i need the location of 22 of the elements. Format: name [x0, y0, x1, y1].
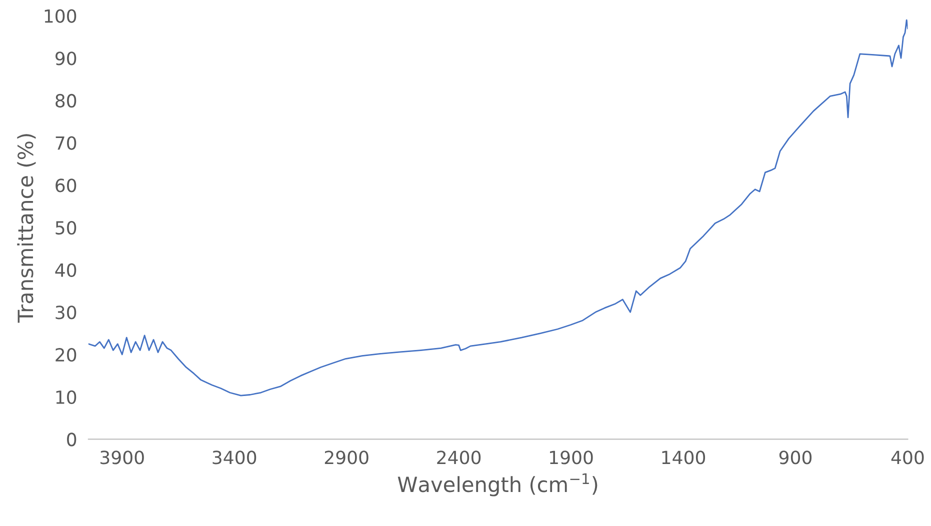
y-tick-label: 0: [67, 432, 76, 446]
y-tick-label: 30: [56, 306, 76, 320]
x-tick-label: 3900: [100, 450, 144, 464]
y-tick-label: 80: [56, 94, 76, 108]
x-tick-label: 900: [779, 450, 812, 464]
x-tick-label: 2400: [437, 450, 481, 464]
y-tick-label: 70: [56, 136, 76, 150]
y-tick-label: 50: [56, 220, 76, 235]
x-tick-label: 3400: [212, 450, 256, 464]
y-tick-label: 40: [55, 263, 76, 277]
line-series: [88, 19, 908, 396]
x-tick-label: 1400: [662, 450, 706, 464]
y-tick-label: 20: [56, 348, 76, 362]
y-axis-title: Transmittance (%): [17, 134, 36, 323]
x-axis-title: Wavelength (cm$^{−1}$): [398, 473, 598, 496]
y-tick-label: 90: [55, 52, 76, 66]
y-tick-label: 60: [56, 178, 76, 192]
x-tick-label: 400: [891, 450, 924, 464]
y-tick-label: 10: [56, 390, 76, 404]
x-tick-label: 1900: [550, 450, 593, 464]
x-tick-label: 2900: [324, 450, 368, 464]
y-tick-label: 100: [44, 9, 76, 23]
